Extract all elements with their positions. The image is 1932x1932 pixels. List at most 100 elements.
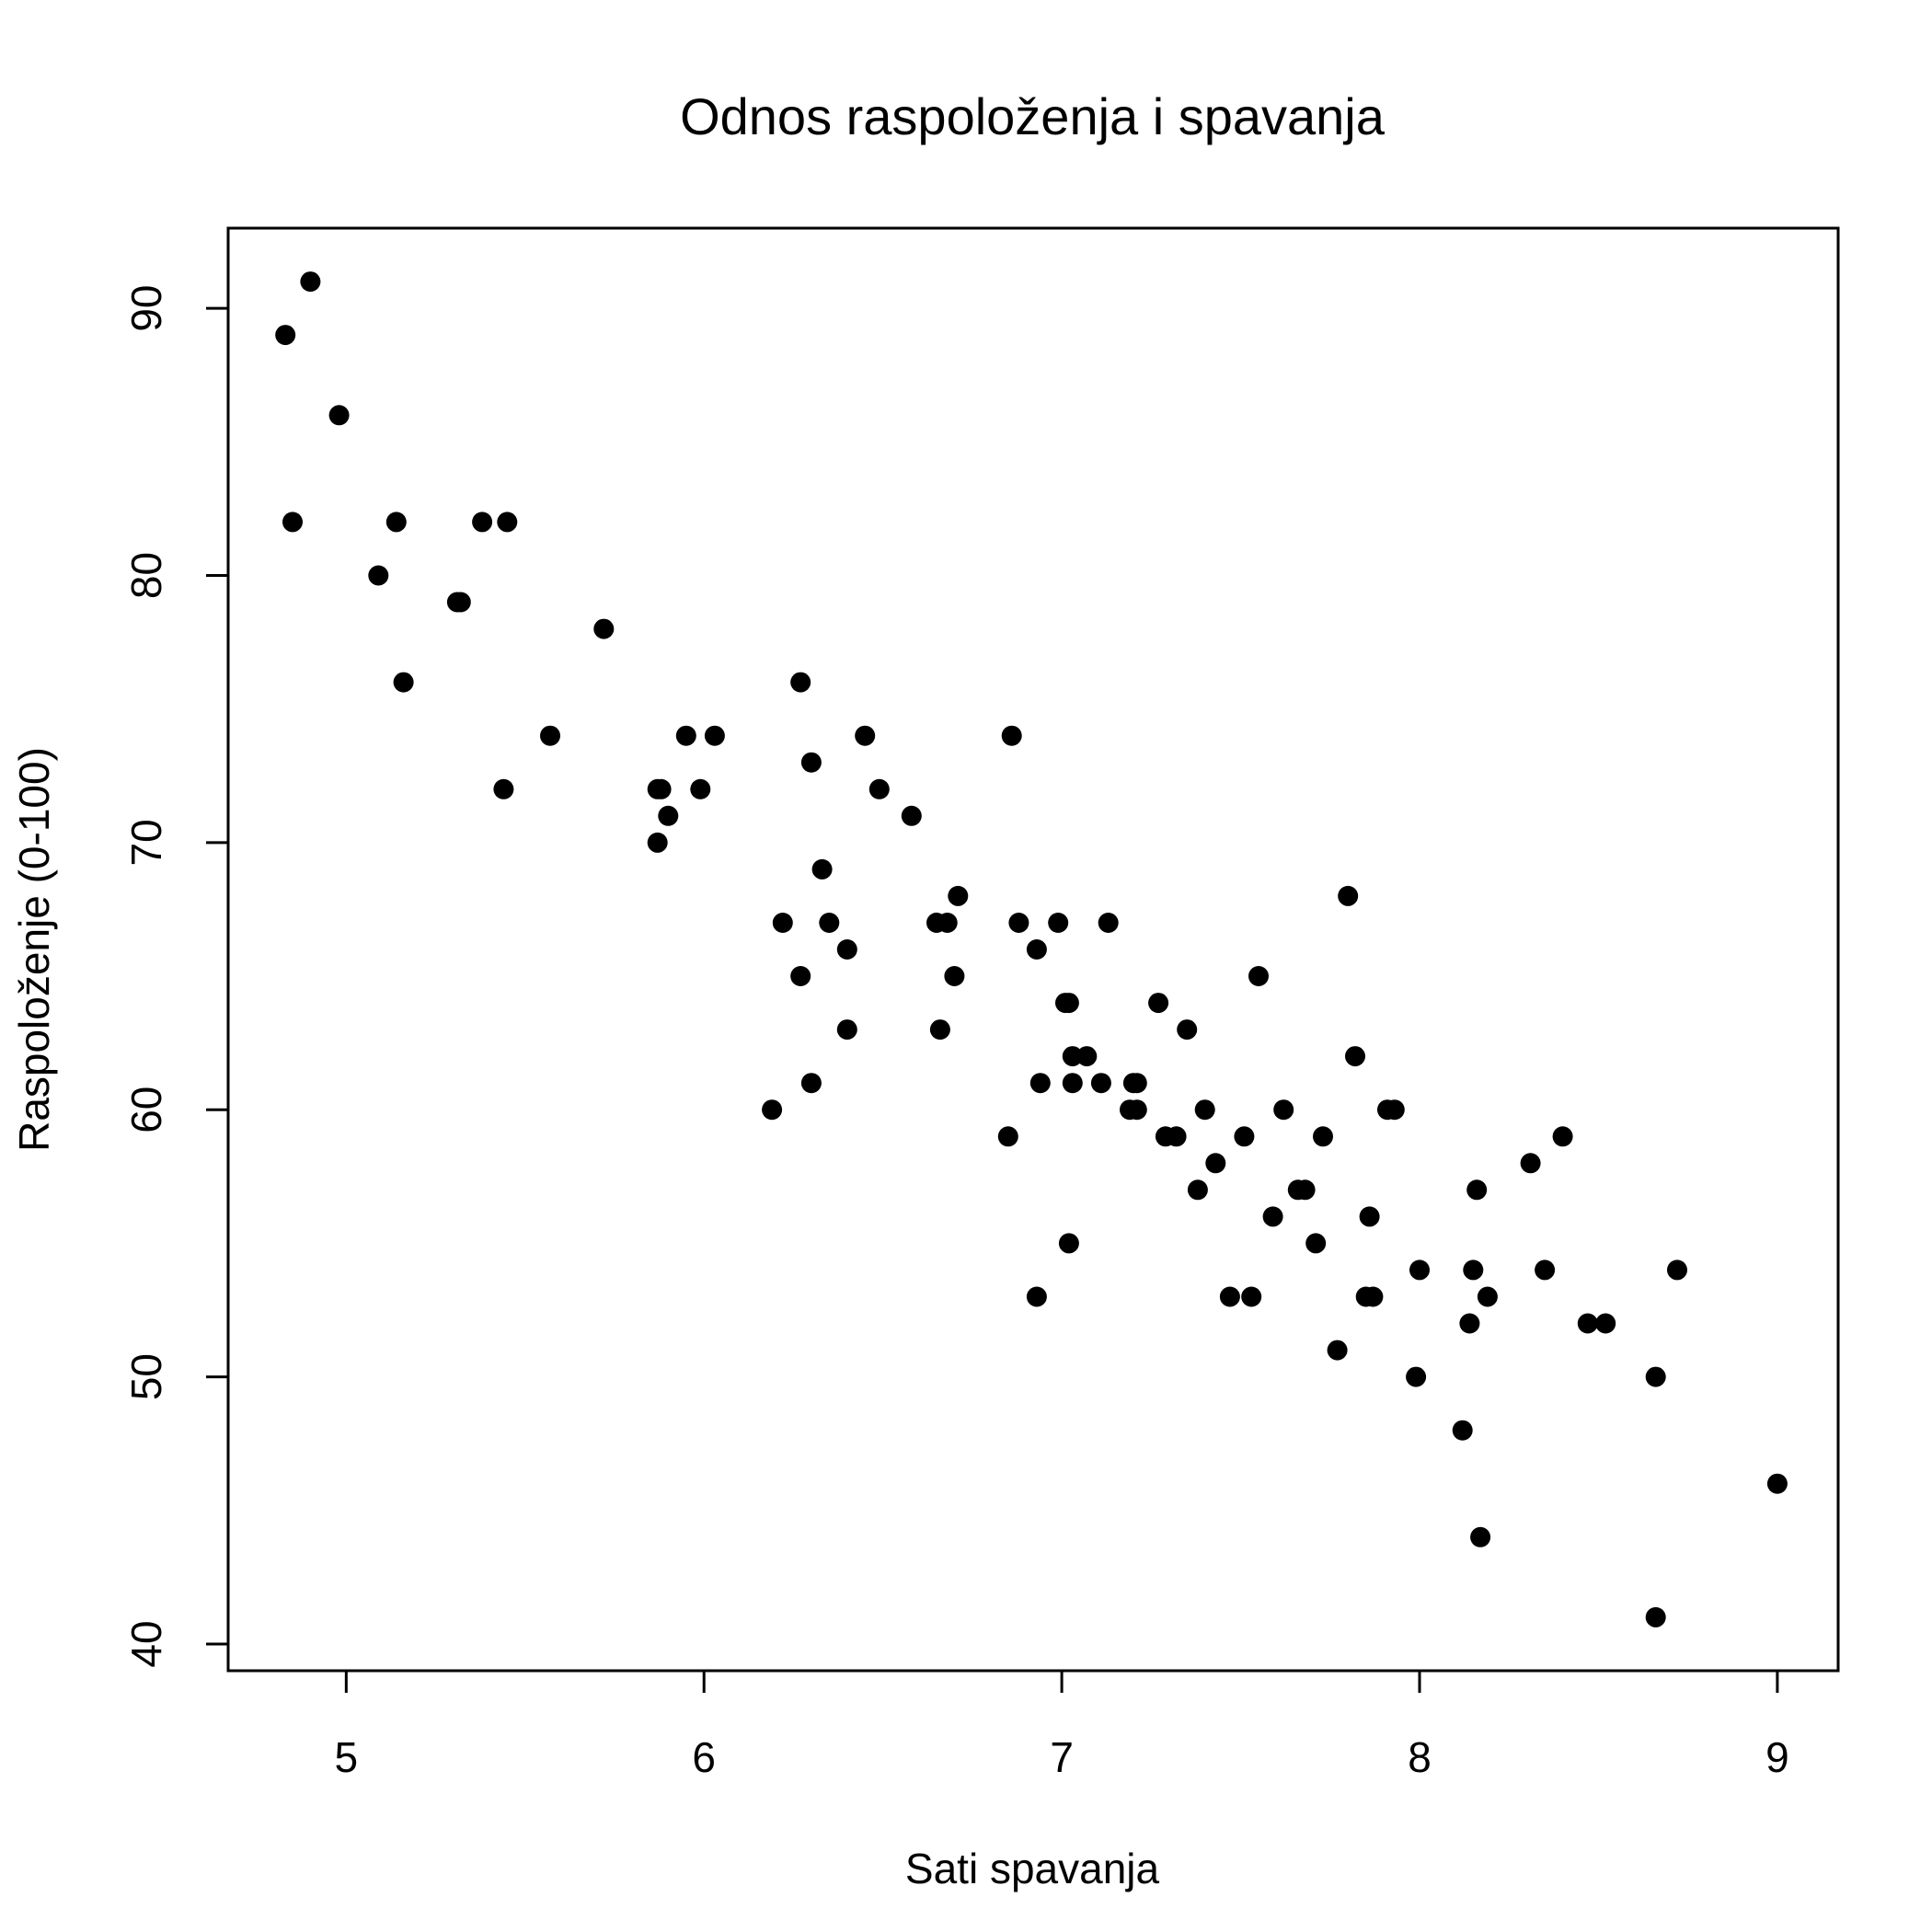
data-point-42	[1026, 1286, 1047, 1307]
data-point-21	[762, 1099, 783, 1121]
data-point-51	[1076, 1046, 1098, 1067]
data-point-69	[1262, 1206, 1283, 1227]
data-point-49	[1062, 1073, 1083, 1094]
data-point-70	[1273, 1099, 1294, 1121]
x-tick-label-7: 7	[1050, 1733, 1074, 1781]
data-point-26	[800, 1073, 822, 1094]
data-point-95	[1595, 1313, 1616, 1334]
data-point-18	[675, 725, 696, 746]
data-point-25	[800, 752, 822, 773]
data-point-13	[593, 618, 615, 639]
x-tick-label-8: 8	[1408, 1733, 1432, 1781]
data-point-1	[282, 512, 303, 533]
data-point-76	[1338, 885, 1359, 906]
data-point-68	[1248, 966, 1269, 986]
data-point-8	[450, 592, 471, 613]
data-point-19	[690, 778, 711, 799]
data-point-35	[929, 1019, 950, 1041]
data-point-23	[790, 672, 811, 693]
data-point-2	[300, 271, 321, 293]
data-point-63	[1194, 1099, 1215, 1121]
data-point-58	[1148, 993, 1169, 1014]
data-point-20	[704, 725, 725, 746]
data-point-56	[1126, 1099, 1147, 1121]
data-point-10	[493, 778, 514, 799]
data-point-82	[1384, 1099, 1405, 1121]
data-point-22	[772, 913, 793, 933]
data-point-6	[393, 672, 414, 693]
data-point-50	[1062, 1046, 1083, 1067]
data-point-40	[1001, 725, 1022, 746]
data-point-90	[1477, 1286, 1498, 1307]
data-point-5	[385, 512, 407, 533]
y-tick-label-50: 50	[122, 1353, 170, 1400]
data-point-31	[855, 725, 876, 746]
data-point-67	[1241, 1286, 1262, 1307]
data-point-62	[1187, 1179, 1208, 1201]
data-point-94	[1577, 1313, 1598, 1334]
data-point-48	[1058, 1233, 1079, 1254]
data-point-84	[1409, 1259, 1430, 1281]
data-point-83	[1406, 1366, 1427, 1387]
data-point-53	[1098, 913, 1119, 933]
data-point-30	[836, 1019, 857, 1041]
data-point-80	[1363, 1286, 1384, 1307]
data-point-88	[1466, 1179, 1488, 1201]
data-point-99	[1766, 1473, 1788, 1494]
data-point-75	[1327, 1340, 1348, 1361]
data-point-39	[997, 1126, 1018, 1147]
data-point-92	[1535, 1259, 1556, 1281]
data-point-91	[1520, 1153, 1541, 1174]
data-point-66	[1234, 1126, 1255, 1147]
y-tick-label-70: 70	[122, 819, 170, 866]
data-point-85	[1452, 1420, 1473, 1441]
y-axis-label: Raspoloženje (0-100)	[10, 747, 58, 1152]
data-point-61	[1177, 1019, 1198, 1041]
data-points	[275, 271, 1788, 1627]
data-point-52	[1090, 1073, 1111, 1094]
data-point-33	[901, 805, 922, 826]
data-point-65	[1219, 1286, 1240, 1307]
data-point-79	[1359, 1206, 1380, 1227]
data-point-9	[472, 512, 493, 533]
data-point-0	[275, 325, 296, 346]
data-point-74	[1313, 1126, 1333, 1147]
x-axis-label: Sati spavanja	[905, 1845, 1160, 1892]
data-point-45	[1048, 913, 1069, 933]
data-point-96	[1645, 1606, 1666, 1627]
data-point-43	[1026, 939, 1047, 960]
x-tick-label-5: 5	[335, 1733, 359, 1781]
data-point-44	[1029, 1073, 1051, 1094]
data-point-41	[1008, 913, 1029, 933]
data-point-89	[1470, 1526, 1491, 1547]
data-point-73	[1305, 1233, 1327, 1254]
data-point-12	[540, 725, 560, 746]
data-point-93	[1552, 1126, 1573, 1147]
y-tick-label-80: 80	[122, 552, 170, 599]
data-point-57	[1126, 1073, 1147, 1094]
data-point-86	[1459, 1313, 1480, 1334]
data-point-64	[1205, 1153, 1226, 1174]
data-point-24	[790, 966, 811, 986]
y-tick-label-90: 90	[122, 285, 170, 332]
data-point-77	[1345, 1046, 1365, 1067]
data-point-60	[1166, 1126, 1187, 1147]
data-point-27	[811, 858, 833, 880]
chart-title: Odnos raspoloženja i spavanja	[680, 87, 1386, 145]
data-point-37	[944, 966, 965, 986]
data-point-72	[1294, 1179, 1316, 1201]
data-point-11	[497, 512, 518, 533]
data-point-17	[658, 805, 679, 826]
data-point-32	[868, 778, 890, 799]
data-point-4	[368, 565, 389, 586]
y-axis: 40 50 60 70 80 90	[122, 285, 230, 1668]
data-point-29	[836, 939, 857, 960]
data-point-98	[1667, 1259, 1687, 1281]
data-point-28	[819, 913, 840, 933]
data-point-3	[328, 405, 350, 426]
x-tick-label-9: 9	[1765, 1733, 1789, 1781]
data-point-97	[1645, 1366, 1666, 1387]
data-point-14	[647, 832, 668, 853]
data-point-87	[1463, 1259, 1484, 1281]
